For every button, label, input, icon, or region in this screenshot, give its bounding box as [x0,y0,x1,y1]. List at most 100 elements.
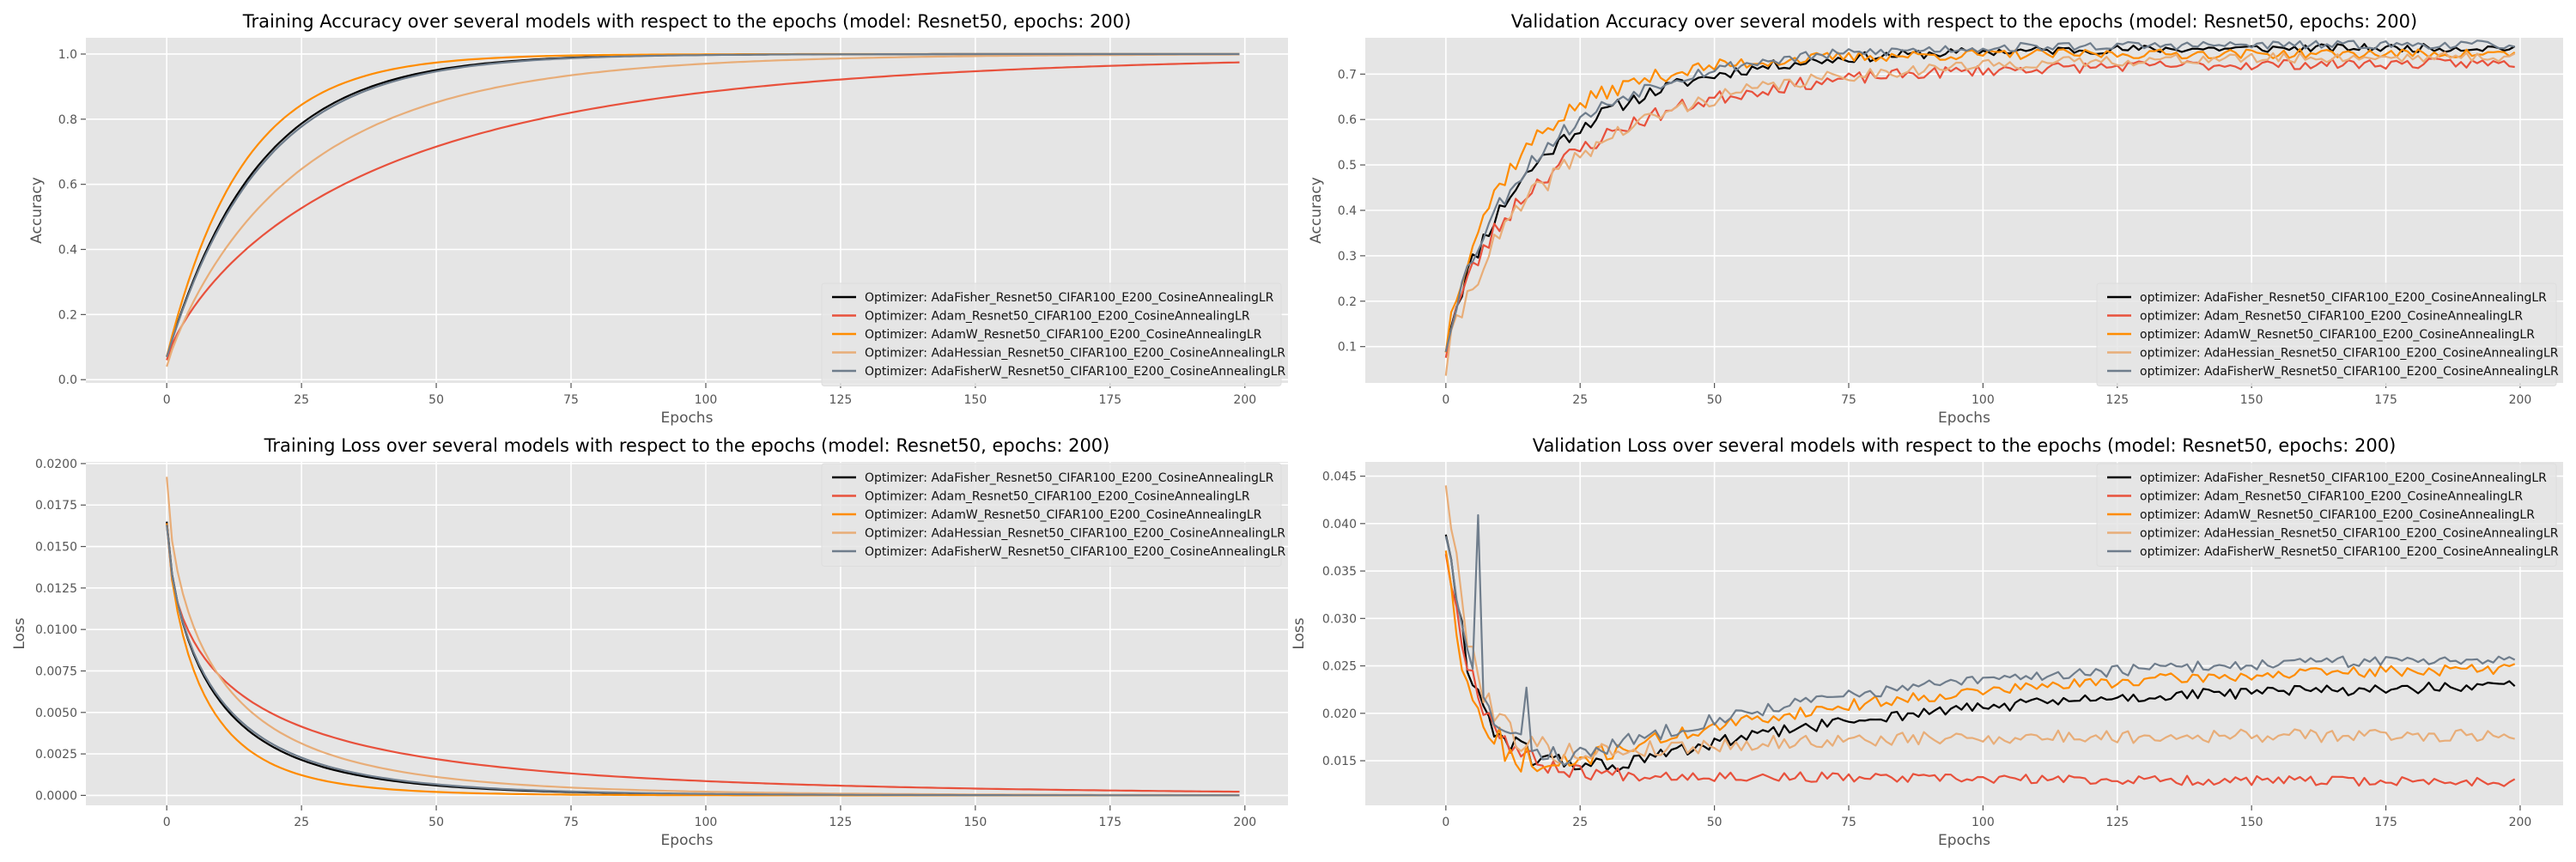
series-line-4 [1444,485,2515,764]
legend-entry-1: optimizer: AdaFisher_Resnet50_CIFAR100_E… [2140,291,2547,305]
y-tick-label: 0.5 [1338,159,1357,173]
series-line-2 [166,523,1240,793]
x-tick-label: 150 [964,816,987,829]
series-line-3 [1444,550,2516,773]
x-tick-label: 25 [294,393,309,407]
chart-title: Training Accuracy over several models wi… [242,11,1132,32]
x-tick-label: 175 [2374,393,2397,407]
legend-entry-2: Optimizer: Adam_Resnet50_CIFAR100_E200_C… [865,310,1250,324]
legend-entry-3: Optimizer: AdamW_Resnet50_CIFAR100_E200_… [865,328,1262,342]
chart-title: Validation Loss over several models with… [1533,435,2397,456]
x-tick-label: 50 [428,816,444,829]
legend: optimizer: AdaFisher_Resnet50_CIFAR100_E… [2096,463,2559,567]
legend-entry-1: Optimizer: AdaFisher_Resnet50_CIFAR100_E… [865,291,1274,305]
y-tick-label: 0.0125 [35,582,77,596]
series-line-5 [1444,39,2515,352]
x-tick-label: 150 [2240,393,2263,407]
x-tick-label: 100 [695,816,718,829]
x-tick-label: 0 [1442,393,1449,407]
x-tick-label: 75 [1841,393,1856,407]
series-line-2 [1444,554,2516,787]
legend-entry-3: optimizer: AdamW_Resnet50_CIFAR100_E200_… [2140,328,2535,342]
legend-entry-2: optimizer: Adam_Resnet50_CIFAR100_E200_C… [2140,490,2523,504]
x-tick-label: 0 [1442,816,1449,829]
x-tick-label: 100 [695,393,718,407]
x-tick-label: 125 [2105,393,2129,407]
x-tick-label: 0 [163,816,171,829]
x-tick-label: 75 [1841,816,1856,829]
y-tick-label: 1.0 [58,48,77,62]
x-tick-label: 50 [1707,393,1722,407]
chart-title: Validation Accuracy over several models … [1511,11,2417,32]
legend: Optimizer: AdaFisher_Resnet50_CIFAR100_E… [821,282,1285,386]
chart-title: Training Loss over several models with r… [264,435,1110,456]
y-tick-label: 0.0000 [35,789,77,803]
x-tick-label: 100 [1971,393,1995,407]
y-tick-label: 0.0200 [35,458,77,471]
legend: optimizer: AdaFisher_Resnet50_CIFAR100_E… [2096,282,2559,386]
x-tick-label: 200 [2509,816,2532,829]
legend-entry-4: optimizer: AdaHessian_Resnet50_CIFAR100_… [2140,347,2559,361]
y-tick-label: 0.4 [1338,204,1357,218]
series-line-2 [166,61,1240,361]
legend-entry-1: Optimizer: AdaFisher_Resnet50_CIFAR100_E… [865,471,1274,485]
x-tick-label: 125 [829,393,853,407]
x-tick-label: 50 [1707,816,1722,829]
legend-entry-5: Optimizer: AdaFisherW_Resnet50_CIFAR100_… [865,545,1285,559]
y-tick-label: 0.040 [1322,518,1357,531]
series-line-5 [166,525,1240,797]
x-tick-label: 175 [1098,816,1121,829]
chart-panel-4: 0 25 50 75 100 125 150 175 200 0.015 0.020 0.025 0.0… [1291,435,2563,849]
x-tick-label: 175 [2374,816,2397,829]
series-line-4 [166,53,1240,367]
y-axis-label: Loss [11,617,28,649]
y-tick-label: 0.2 [58,308,77,322]
legend-box [2096,282,2557,386]
legend: Optimizer: AdaFisher_Resnet50_CIFAR100_E… [821,463,1285,567]
legend-entry-1: optimizer: AdaFisher_Resnet50_CIFAR100_E… [2140,471,2547,485]
x-tick-label: 75 [563,393,579,407]
series-line-1 [1444,43,2516,353]
x-axis-label: Epochs [1938,832,1990,849]
series-line-5 [1444,513,2516,766]
x-axis-label: Epochs [1938,410,1990,427]
chart-panel-1: 0 25 50 75 100 125 150 175 200 0.0 0.2 0.4 0.6 0.8 1.0… [28,11,1288,427]
chart-panel-3: 0 25 50 75 100 125 150 175 200 0.0000 0.0025 0.0050… [11,435,1288,849]
x-tick-label: 25 [1572,816,1588,829]
x-tick-label: 50 [428,393,444,407]
y-tick-label: 0.025 [1322,660,1357,674]
legend-entry-5: optimizer: AdaFisherW_Resnet50_CIFAR100_… [2140,545,2559,559]
chart-panel-2: 0 25 50 75 100 125 150 175 200 0.1 0.2 0.3 0.4 0.5 0.6… [1308,11,2563,427]
x-tick-label: 125 [2105,816,2129,829]
y-tick-label: 0.4 [58,244,77,258]
legend-box [821,282,1282,386]
y-tick-label: 0.2 [1338,295,1357,309]
y-tick-label: 0.0 [58,373,77,387]
y-axis-label: Accuracy [1308,177,1325,244]
y-tick-label: 0.0100 [35,623,77,637]
x-tick-label: 150 [2240,816,2263,829]
y-tick-label: 0.015 [1322,755,1357,768]
series-line-1 [1444,534,2516,773]
legend-box [821,463,1282,567]
y-tick-label: 0.045 [1322,470,1357,484]
x-tick-label: 100 [1971,816,1995,829]
y-axis-label: Loss [1291,617,1308,649]
y-tick-label: 0.020 [1322,707,1357,721]
y-tick-label: 0.6 [1338,113,1357,127]
y-tick-label: 0.035 [1322,565,1357,579]
x-tick-label: 0 [163,393,171,407]
y-tick-label: 0.1 [1338,341,1357,355]
legend-entry-5: Optimizer: AdaFisherW_Resnet50_CIFAR100_… [865,365,1285,379]
y-tick-label: 0.0025 [35,748,77,762]
x-tick-label: 200 [1233,393,1256,407]
legend-entry-4: Optimizer: AdaHessian_Resnet50_CIFAR100_… [865,347,1285,361]
x-tick-label: 25 [294,816,309,829]
series-line-4 [1444,51,2516,376]
legend-entry-2: Optimizer: Adam_Resnet50_CIFAR100_E200_C… [865,490,1250,504]
x-tick-label: 125 [829,816,853,829]
y-tick-label: 0.8 [58,113,77,127]
legend-entry-5: optimizer: AdaFisherW_Resnet50_CIFAR100_… [2140,365,2559,379]
y-tick-label: 0.0150 [35,541,77,555]
